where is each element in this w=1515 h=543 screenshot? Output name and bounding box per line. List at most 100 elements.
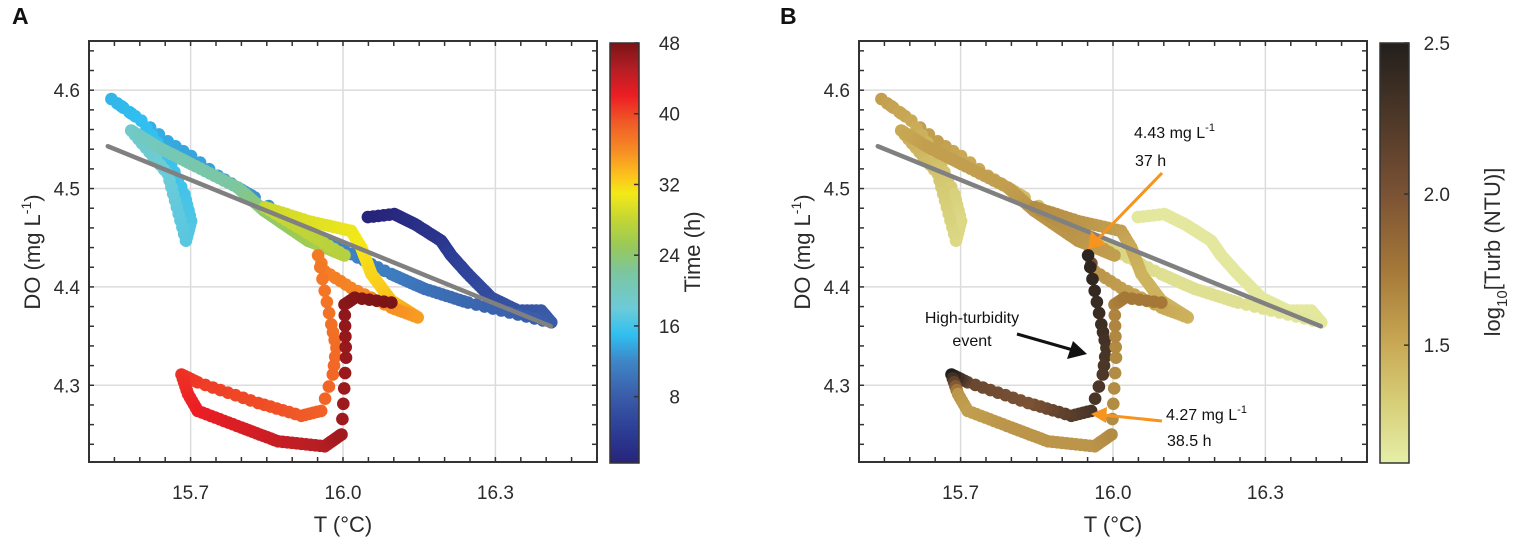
y-axis-label-main: DO (mg L (790, 214, 815, 309)
data-point (1155, 296, 1168, 309)
data-point (1096, 368, 1110, 381)
data-point (318, 392, 332, 406)
data-point (335, 428, 348, 441)
y-tick-label: 4.6 (824, 81, 850, 102)
y-axis-label-b: DO (mg L-1) (788, 194, 815, 309)
data-point (385, 296, 398, 309)
data-point (322, 380, 336, 393)
data-point (337, 382, 351, 395)
data-point (1109, 340, 1122, 354)
y-tick-label: 4.3 (54, 376, 80, 397)
data-point (1092, 306, 1106, 320)
data-point (339, 340, 352, 354)
cbar-label-pre: log (1480, 307, 1505, 336)
data-point (339, 351, 353, 365)
data-point (1108, 319, 1122, 333)
colorbar-tick-label: 24 (659, 246, 681, 267)
x-tick-label: 15.7 (172, 483, 209, 504)
plot-area-b: 15.7 16.0 16.3 4.3 4.4 4.5 4.6 (824, 40, 1368, 504)
data-point (339, 330, 352, 343)
y-tick-label: 4.6 (54, 81, 80, 102)
data-point (1108, 308, 1122, 322)
annotations: 4.43 mg L-1 37 h High-turbidity event 4.… (925, 122, 1247, 450)
data-point (1105, 428, 1118, 441)
data-point (322, 306, 336, 320)
data-point (326, 368, 340, 381)
colorbar-gradient (1379, 42, 1410, 464)
cbar-label-post: [Turb (NTU)] (1480, 168, 1505, 291)
data-point (337, 397, 350, 411)
data-point (1107, 382, 1121, 395)
annotation-event-line2: event (952, 333, 992, 350)
panel-a: A 15.7 16.0 16.3 4.3 4.4 4.5 4.6 T (°C) DO (mg… (12, 3, 705, 537)
x-tick-label: 16.0 (325, 483, 362, 504)
data-point (314, 260, 327, 274)
y-axis-label-a: DO (mg L-1) (18, 194, 45, 309)
colorbar-tick-label: 16 (659, 317, 680, 338)
colorbar-tick-label: 2.5 (1424, 34, 1450, 55)
annotation-max-value: 4.43 mg L-1 (1134, 122, 1215, 142)
panel-letter-a: A (12, 3, 29, 29)
y-tick-label: 4.4 (824, 278, 851, 299)
annotation-max-time: 37 h (1135, 153, 1166, 170)
data-point (311, 249, 325, 262)
y-tick-label: 4.5 (54, 180, 80, 201)
colorbar-time: 8 16 24 32 40 48 (609, 34, 681, 464)
data-point (1092, 380, 1106, 393)
y-tick-label: 4.4 (54, 278, 81, 299)
y-tick-label: 4.5 (824, 180, 850, 201)
data-point (1081, 249, 1095, 262)
colorbar-tick-label: 48 (659, 34, 680, 55)
x-tick-label: 16.3 (477, 483, 514, 504)
colorbar-label-time: Time (h) (680, 211, 705, 292)
plot-area-a: 15.7 16.0 16.3 4.3 4.4 4.5 4.6 (54, 40, 598, 504)
panel-letter-b: B (780, 3, 797, 29)
x-tick-label: 16.0 (1095, 483, 1132, 504)
annot-sup: -1 (1237, 404, 1247, 416)
y-tick-label: 4.3 (824, 376, 850, 397)
data-point (320, 295, 334, 309)
data-point (1109, 351, 1123, 365)
colorbar-gradient (609, 42, 640, 464)
data-point (1086, 272, 1099, 286)
cbar-label-sub: 10 (1494, 290, 1511, 307)
arrow-max (1095, 171, 1164, 242)
annot-sup: -1 (1205, 122, 1215, 134)
x-tick-label: 16.3 (1247, 483, 1284, 504)
data-point (338, 366, 352, 380)
data-point (1107, 397, 1120, 411)
colorbar-tick-label: 2.0 (1424, 185, 1450, 206)
data-point (318, 284, 331, 298)
arrowhead-event-icon (1067, 341, 1087, 359)
colorbar-tick-label: 32 (659, 175, 680, 196)
data-point (338, 308, 352, 322)
y-axis-label-close: ) (20, 194, 45, 201)
data-point (316, 272, 329, 286)
annot-text: 4.27 mg L (1166, 407, 1237, 424)
x-axis-label-b: T (°C) (1084, 512, 1143, 537)
annotation-min-value: 4.27 mg L-1 (1166, 404, 1247, 424)
arrow-event (1016, 332, 1074, 352)
x-axis-label-a: T (°C) (314, 512, 373, 537)
colorbar-label-turbidity: log10[Turb (NTU)] (1480, 168, 1511, 337)
data-point (1084, 260, 1097, 274)
data-point (336, 412, 349, 426)
data-point (1090, 295, 1104, 309)
data-point (1088, 392, 1102, 406)
colorbar-tick-label: 40 (659, 105, 680, 126)
y-axis-label-close: ) (790, 194, 815, 201)
arrow-min (1102, 413, 1163, 423)
arrowhead-max-icon (1088, 231, 1106, 249)
y-axis-label-main: DO (mg L (20, 214, 45, 309)
x-tick-label: 15.7 (942, 483, 979, 504)
regression-line (105, 144, 554, 329)
y-axis-label-sup: -1 (18, 202, 34, 215)
colorbar-tick-label: 1.5 (1424, 336, 1450, 357)
annotation-event-line1: High-turbidity (925, 310, 1019, 327)
data-point (338, 319, 352, 333)
panel-b: B 15.7 16.0 16.3 4.3 4.4 4.5 4.6 T (°C) DO (mg… (780, 3, 1511, 537)
annot-text: 4.43 mg L (1134, 125, 1205, 142)
colorbar-tick-label: 8 (669, 388, 680, 409)
data-point (1088, 284, 1101, 298)
